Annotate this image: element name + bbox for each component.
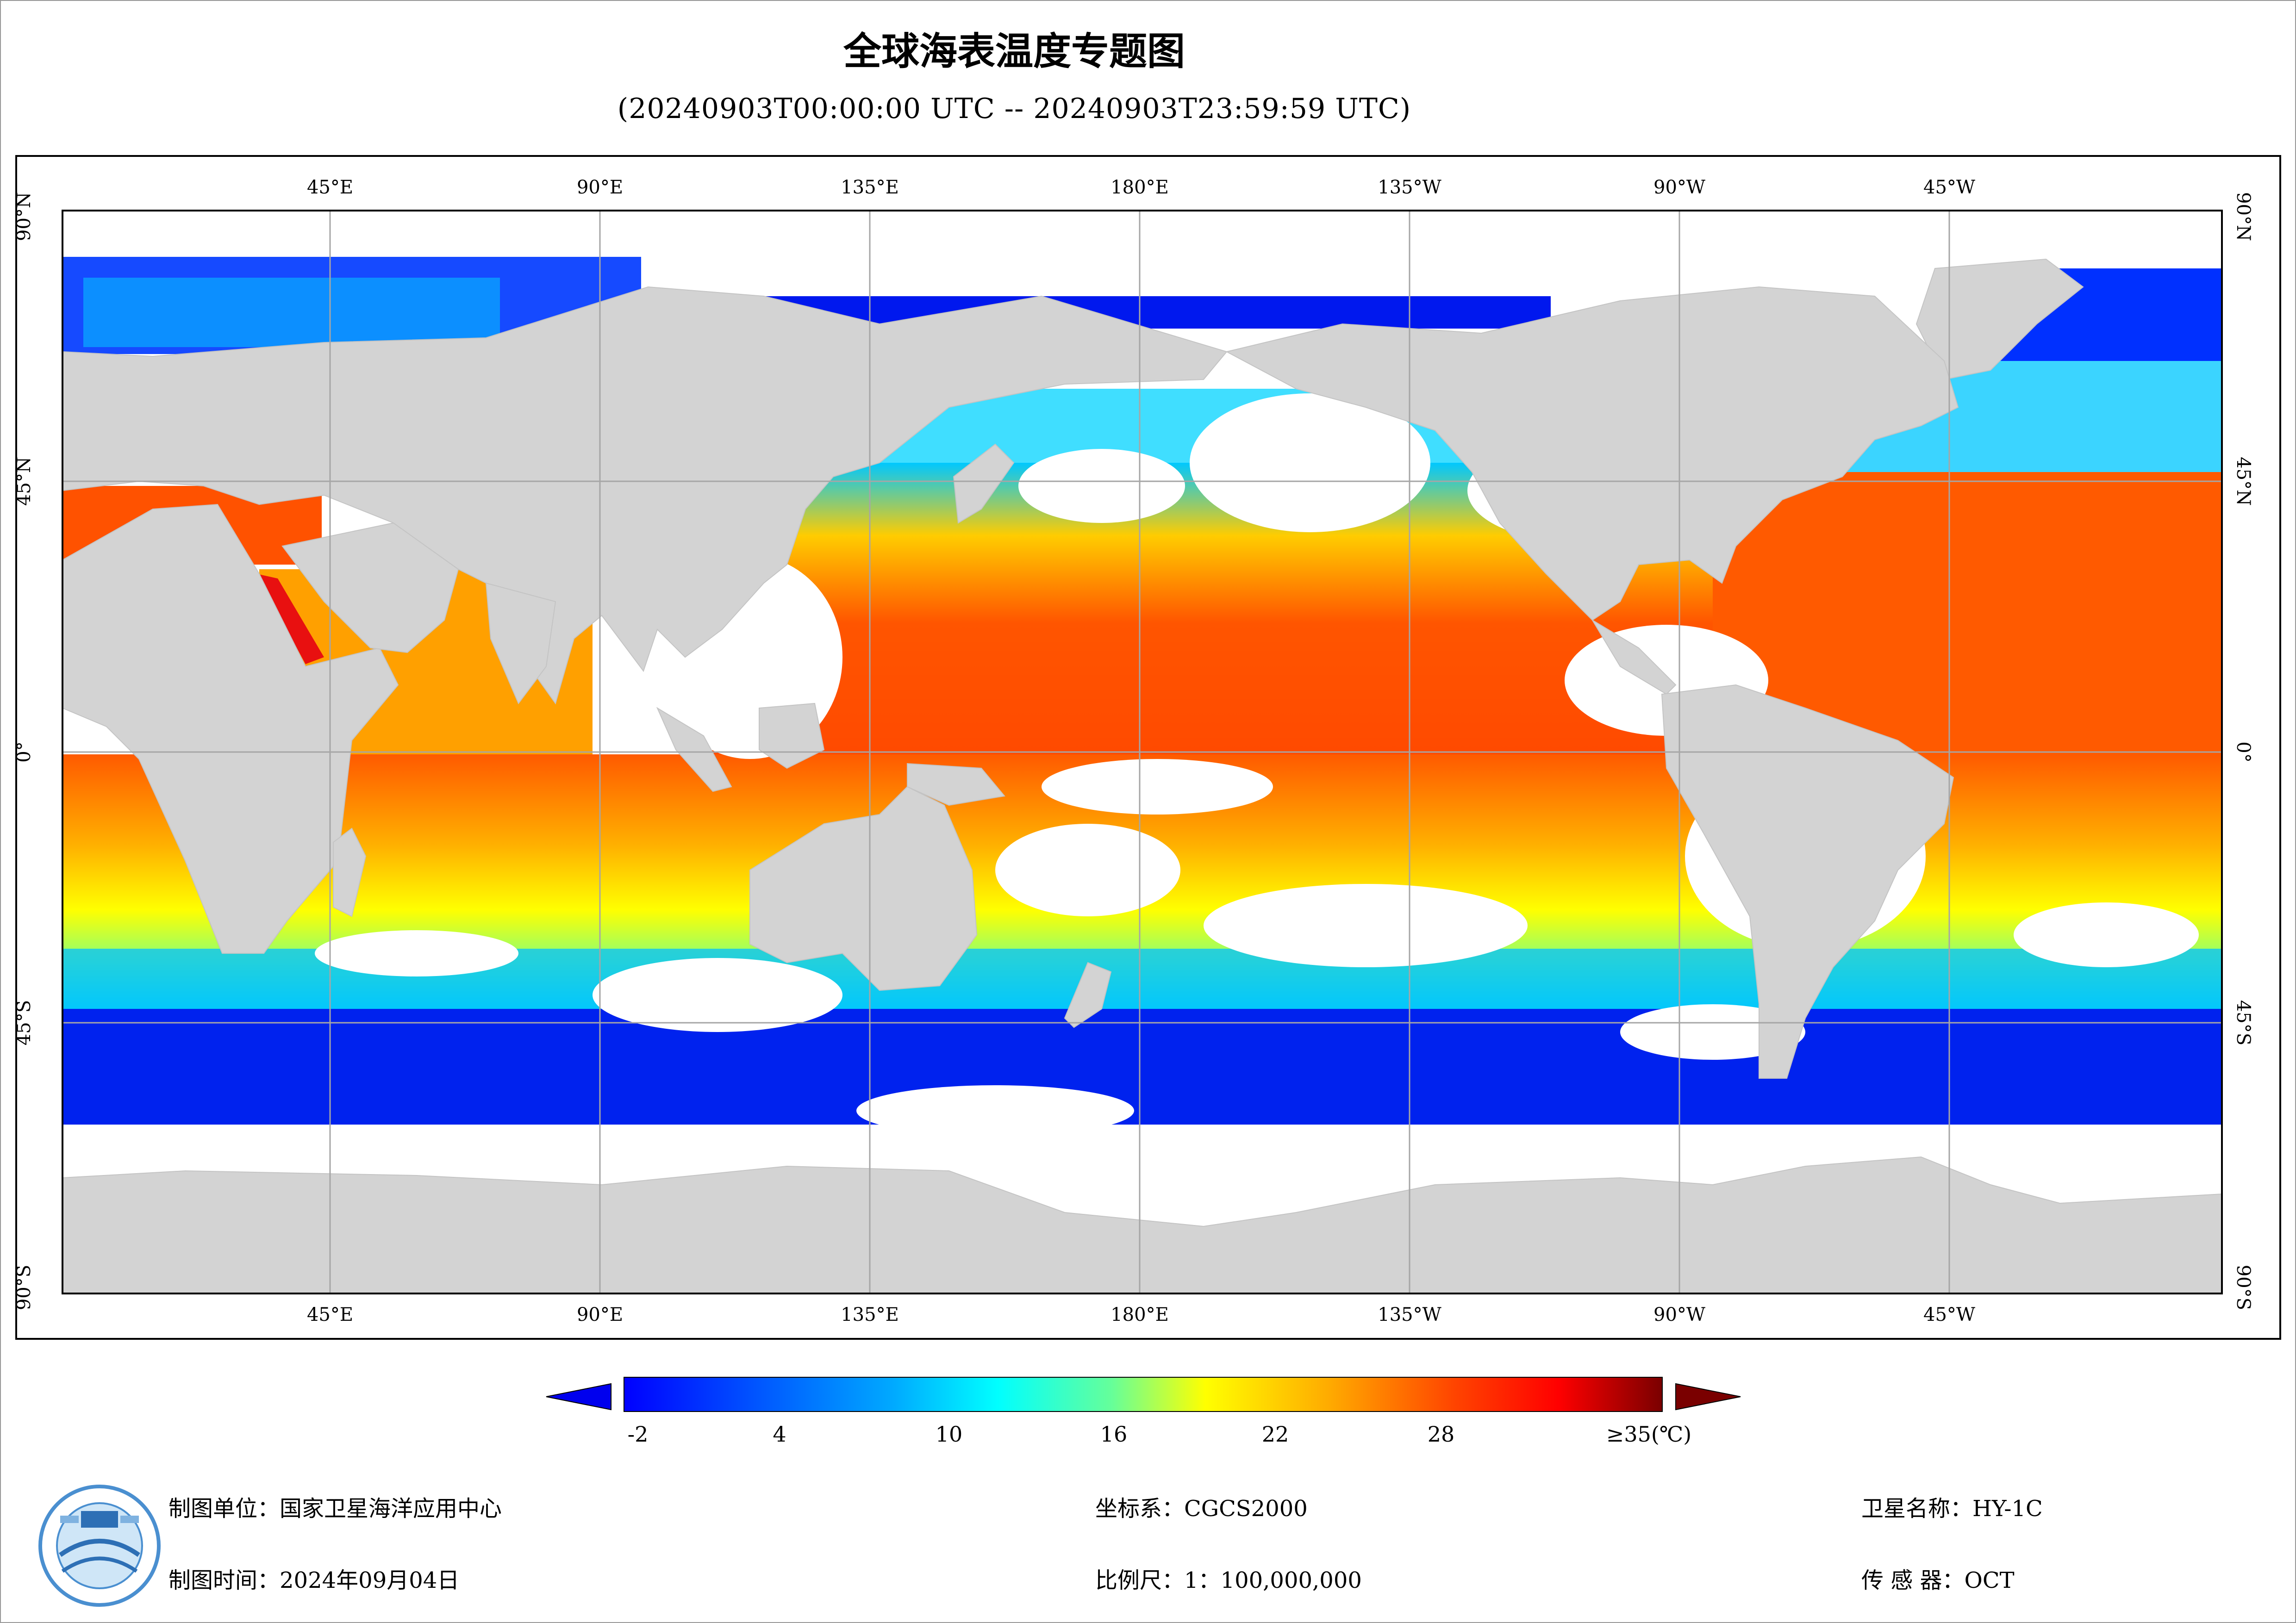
map-title: 全球海表温度专题图	[843, 30, 1185, 74]
land-india	[485, 582, 556, 704]
lat-label-right-45n: 45°N	[2233, 457, 2254, 506]
footer-org: 制图单位：国家卫星海洋应用中心	[168, 1496, 502, 1522]
lon-label-bottom-45w: 45°W	[1923, 1304, 1976, 1325]
colorbar-max-arrow	[1675, 1383, 1741, 1411]
colorbar-label-16: 16	[1100, 1422, 1128, 1447]
lon-label-bottom-135e: 135°E	[841, 1304, 899, 1325]
lat-label-right-90n: 90°N	[2233, 192, 2254, 241]
land-madagascar	[333, 827, 367, 917]
lat-label-left-0: 0°	[13, 741, 35, 763]
colorbar-min-arrow	[546, 1383, 611, 1411]
colorbar-label-28: 28	[1427, 1422, 1455, 1447]
lon-label-top-180e: 180°E	[1111, 177, 1169, 198]
lat-label-left-90n: 90°N	[13, 192, 35, 241]
lon-label-bottom-90w: 90°W	[1653, 1304, 1706, 1325]
footer-sensor: 传 感 器：OCT	[1861, 1567, 2015, 1593]
lon-label-top-90w: 90°W	[1653, 177, 1706, 198]
footer-date: 制图时间：2024年09月04日	[168, 1567, 460, 1593]
footer-satellite: 卫星名称：HY-1C	[1861, 1496, 2043, 1522]
land-antarctica	[62, 1156, 2222, 1294]
land-eurasia	[62, 286, 1228, 705]
footer-scale: 比例尺：1：100,000,000	[1095, 1567, 1362, 1593]
map-time-range: (20240903T00:00:00 UTC -- 20240903T23:59…	[617, 93, 1411, 125]
lat-label-right-45s: 45°S	[2233, 1000, 2254, 1046]
lon-label-top-90e: 90°E	[576, 177, 624, 198]
sst-red-sea	[257, 574, 324, 664]
lat-label-left-90s: 90°S	[13, 1264, 35, 1311]
colorbar-gradient	[624, 1377, 1663, 1412]
land-greenland	[1915, 258, 2084, 380]
lat-label-left-45s: 45°S	[13, 1000, 35, 1046]
map-inner-border	[62, 210, 2223, 1294]
map-frame	[15, 155, 2281, 1340]
lon-label-top-45w: 45°W	[1923, 177, 1976, 198]
colorbar	[546, 1377, 1741, 1412]
lon-label-bottom-135w: 135°W	[1378, 1304, 1441, 1325]
colorbar-label-10: 10	[935, 1422, 963, 1447]
colorbar-label-35: ≥35(℃)	[1606, 1422, 1692, 1447]
colorbar-label-22: 22	[1261, 1422, 1289, 1447]
graticule	[62, 211, 2222, 1293]
land-sumatra	[656, 707, 732, 792]
arctic-nodata	[62, 211, 2222, 257]
footer-crs: 坐标系：CGCS2000	[1095, 1496, 1308, 1522]
sst-barents-sea	[83, 278, 500, 347]
lon-label-bottom-180e: 180°E	[1111, 1304, 1169, 1325]
colorbar-label-4: 4	[773, 1422, 786, 1447]
land-japan	[953, 443, 1015, 524]
sst-southern-ocean	[62, 1009, 2222, 1125]
land-south-america	[1661, 684, 1954, 1079]
land-australia	[749, 786, 978, 991]
lon-label-top-135w: 135°W	[1378, 177, 1441, 198]
lon-label-bottom-45e: 45°E	[306, 1304, 354, 1325]
lon-label-top-135e: 135°E	[841, 177, 899, 198]
colorbar-label-neg2: -2	[627, 1422, 649, 1447]
land-masses	[62, 258, 2222, 1294]
lat-label-right-0: 0°	[2233, 741, 2254, 763]
lon-label-top-45e: 45°E	[306, 177, 354, 198]
land-new-guinea	[907, 763, 1005, 806]
lat-label-left-45n: 45°N	[13, 457, 35, 506]
cyclone-swirl	[1263, 402, 1348, 487]
nsoas-logo	[38, 1485, 161, 1607]
lat-label-right-90s: 90°S	[2233, 1264, 2254, 1311]
land-central-america	[1592, 620, 1677, 695]
land-new-zealand	[1064, 962, 1112, 1028]
lon-label-bottom-90e: 90°E	[576, 1304, 624, 1325]
